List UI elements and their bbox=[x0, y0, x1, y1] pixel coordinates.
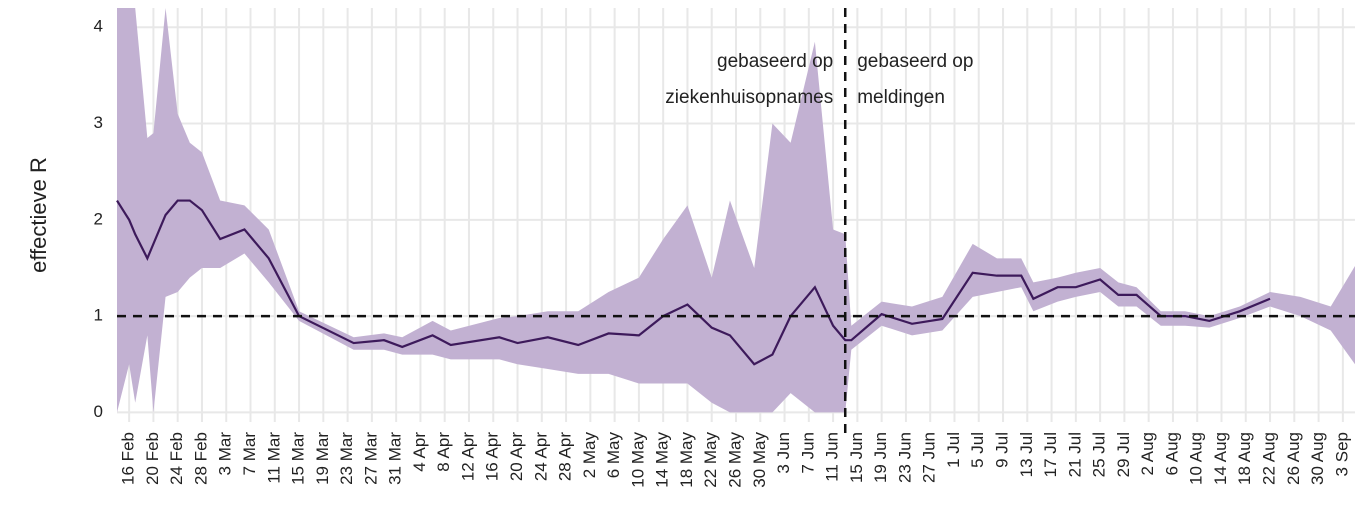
x-tick-label: 24 Apr bbox=[531, 432, 550, 481]
x-tick-label: 15 Mar bbox=[289, 432, 308, 485]
annotation: gebaseerd op bbox=[857, 51, 973, 72]
x-tick-label: 3 Mar bbox=[216, 432, 235, 476]
confidence-band bbox=[117, 8, 1355, 413]
x-tick-label: 11 Jun bbox=[823, 432, 842, 482]
y-tick-label: 0 bbox=[94, 402, 103, 421]
x-tick-label: 17 Jul bbox=[1041, 432, 1060, 477]
x-tick-label: 27 Mar bbox=[361, 432, 380, 485]
y-tick-label: 4 bbox=[94, 17, 103, 36]
annotation: ziekenhuisopnames bbox=[665, 87, 833, 108]
x-tick-label: 24 Feb bbox=[167, 432, 186, 485]
x-tick-label: 25 Jul bbox=[1090, 432, 1109, 477]
x-tick-label: 22 May bbox=[701, 432, 720, 488]
x-tick-label: 22 Aug bbox=[1260, 432, 1279, 485]
x-tick-label: 23 Jun bbox=[895, 432, 914, 483]
x-tick-label: 7 Jun bbox=[798, 432, 817, 474]
y-tick-label: 1 bbox=[94, 306, 103, 325]
x-tick-label: 16 Apr bbox=[483, 432, 502, 481]
x-tick-label: 2 May bbox=[580, 432, 599, 479]
x-tick-label: 1 Jul bbox=[944, 432, 963, 468]
y-axis-label: effectieve R bbox=[26, 157, 51, 273]
x-tick-label: 3 Sep bbox=[1332, 432, 1351, 476]
x-tick-label: 26 May bbox=[725, 432, 744, 488]
x-tick-label: 3 Jun bbox=[774, 432, 793, 474]
x-tick-label: 21 Jul bbox=[1065, 432, 1084, 477]
x-tick-label: 10 Aug bbox=[1187, 432, 1206, 485]
x-tick-label: 29 Jul bbox=[1114, 432, 1133, 477]
x-tick-label: 5 Jul bbox=[968, 432, 987, 468]
x-tick-label: 8 Apr bbox=[434, 432, 453, 472]
x-tick-label: 4 Apr bbox=[410, 432, 429, 472]
x-tick-label: 27 Jun bbox=[920, 432, 939, 483]
x-tick-label: 20 Feb bbox=[143, 432, 162, 485]
y-tick-label: 2 bbox=[94, 209, 103, 228]
annotation: meldingen bbox=[857, 87, 945, 108]
x-tick-label: 10 May bbox=[628, 432, 647, 488]
x-tick-label: 26 Aug bbox=[1284, 432, 1303, 485]
x-tick-label: 14 May bbox=[653, 432, 672, 488]
x-tick-label: 19 Jun bbox=[871, 432, 890, 483]
x-tick-label: 30 Aug bbox=[1308, 432, 1327, 485]
x-tick-label: 9 Jul bbox=[993, 432, 1012, 468]
x-tick-label: 16 Feb bbox=[119, 432, 138, 485]
x-tick-label: 20 Apr bbox=[507, 432, 526, 481]
x-tick-label: 2 Aug bbox=[1138, 432, 1157, 476]
x-tick-label: 12 Apr bbox=[458, 432, 477, 481]
x-tick-label: 11 Mar bbox=[264, 432, 283, 484]
x-tick-label: 13 Jul bbox=[1017, 432, 1036, 477]
x-tick-label: 31 Mar bbox=[386, 432, 405, 485]
y-tick-label: 3 bbox=[94, 113, 103, 132]
x-tick-label: 23 Mar bbox=[337, 432, 356, 485]
x-tick-label: 30 May bbox=[750, 432, 769, 488]
x-tick-label: 18 May bbox=[677, 432, 696, 488]
x-tick-label: 18 Aug bbox=[1235, 432, 1254, 485]
x-tick-label: 7 Mar bbox=[240, 432, 259, 476]
x-tick-label: 28 Apr bbox=[556, 432, 575, 481]
x-tick-label: 15 Jun bbox=[847, 432, 866, 483]
x-tick-label: 14 Aug bbox=[1211, 432, 1230, 485]
annotation: gebaseerd op bbox=[717, 51, 833, 72]
x-tick-label: 19 Mar bbox=[313, 432, 332, 485]
x-tick-label: 6 Aug bbox=[1162, 432, 1181, 476]
x-tick-label: 6 May bbox=[604, 432, 623, 479]
x-tick-label: 28 Feb bbox=[191, 432, 210, 485]
